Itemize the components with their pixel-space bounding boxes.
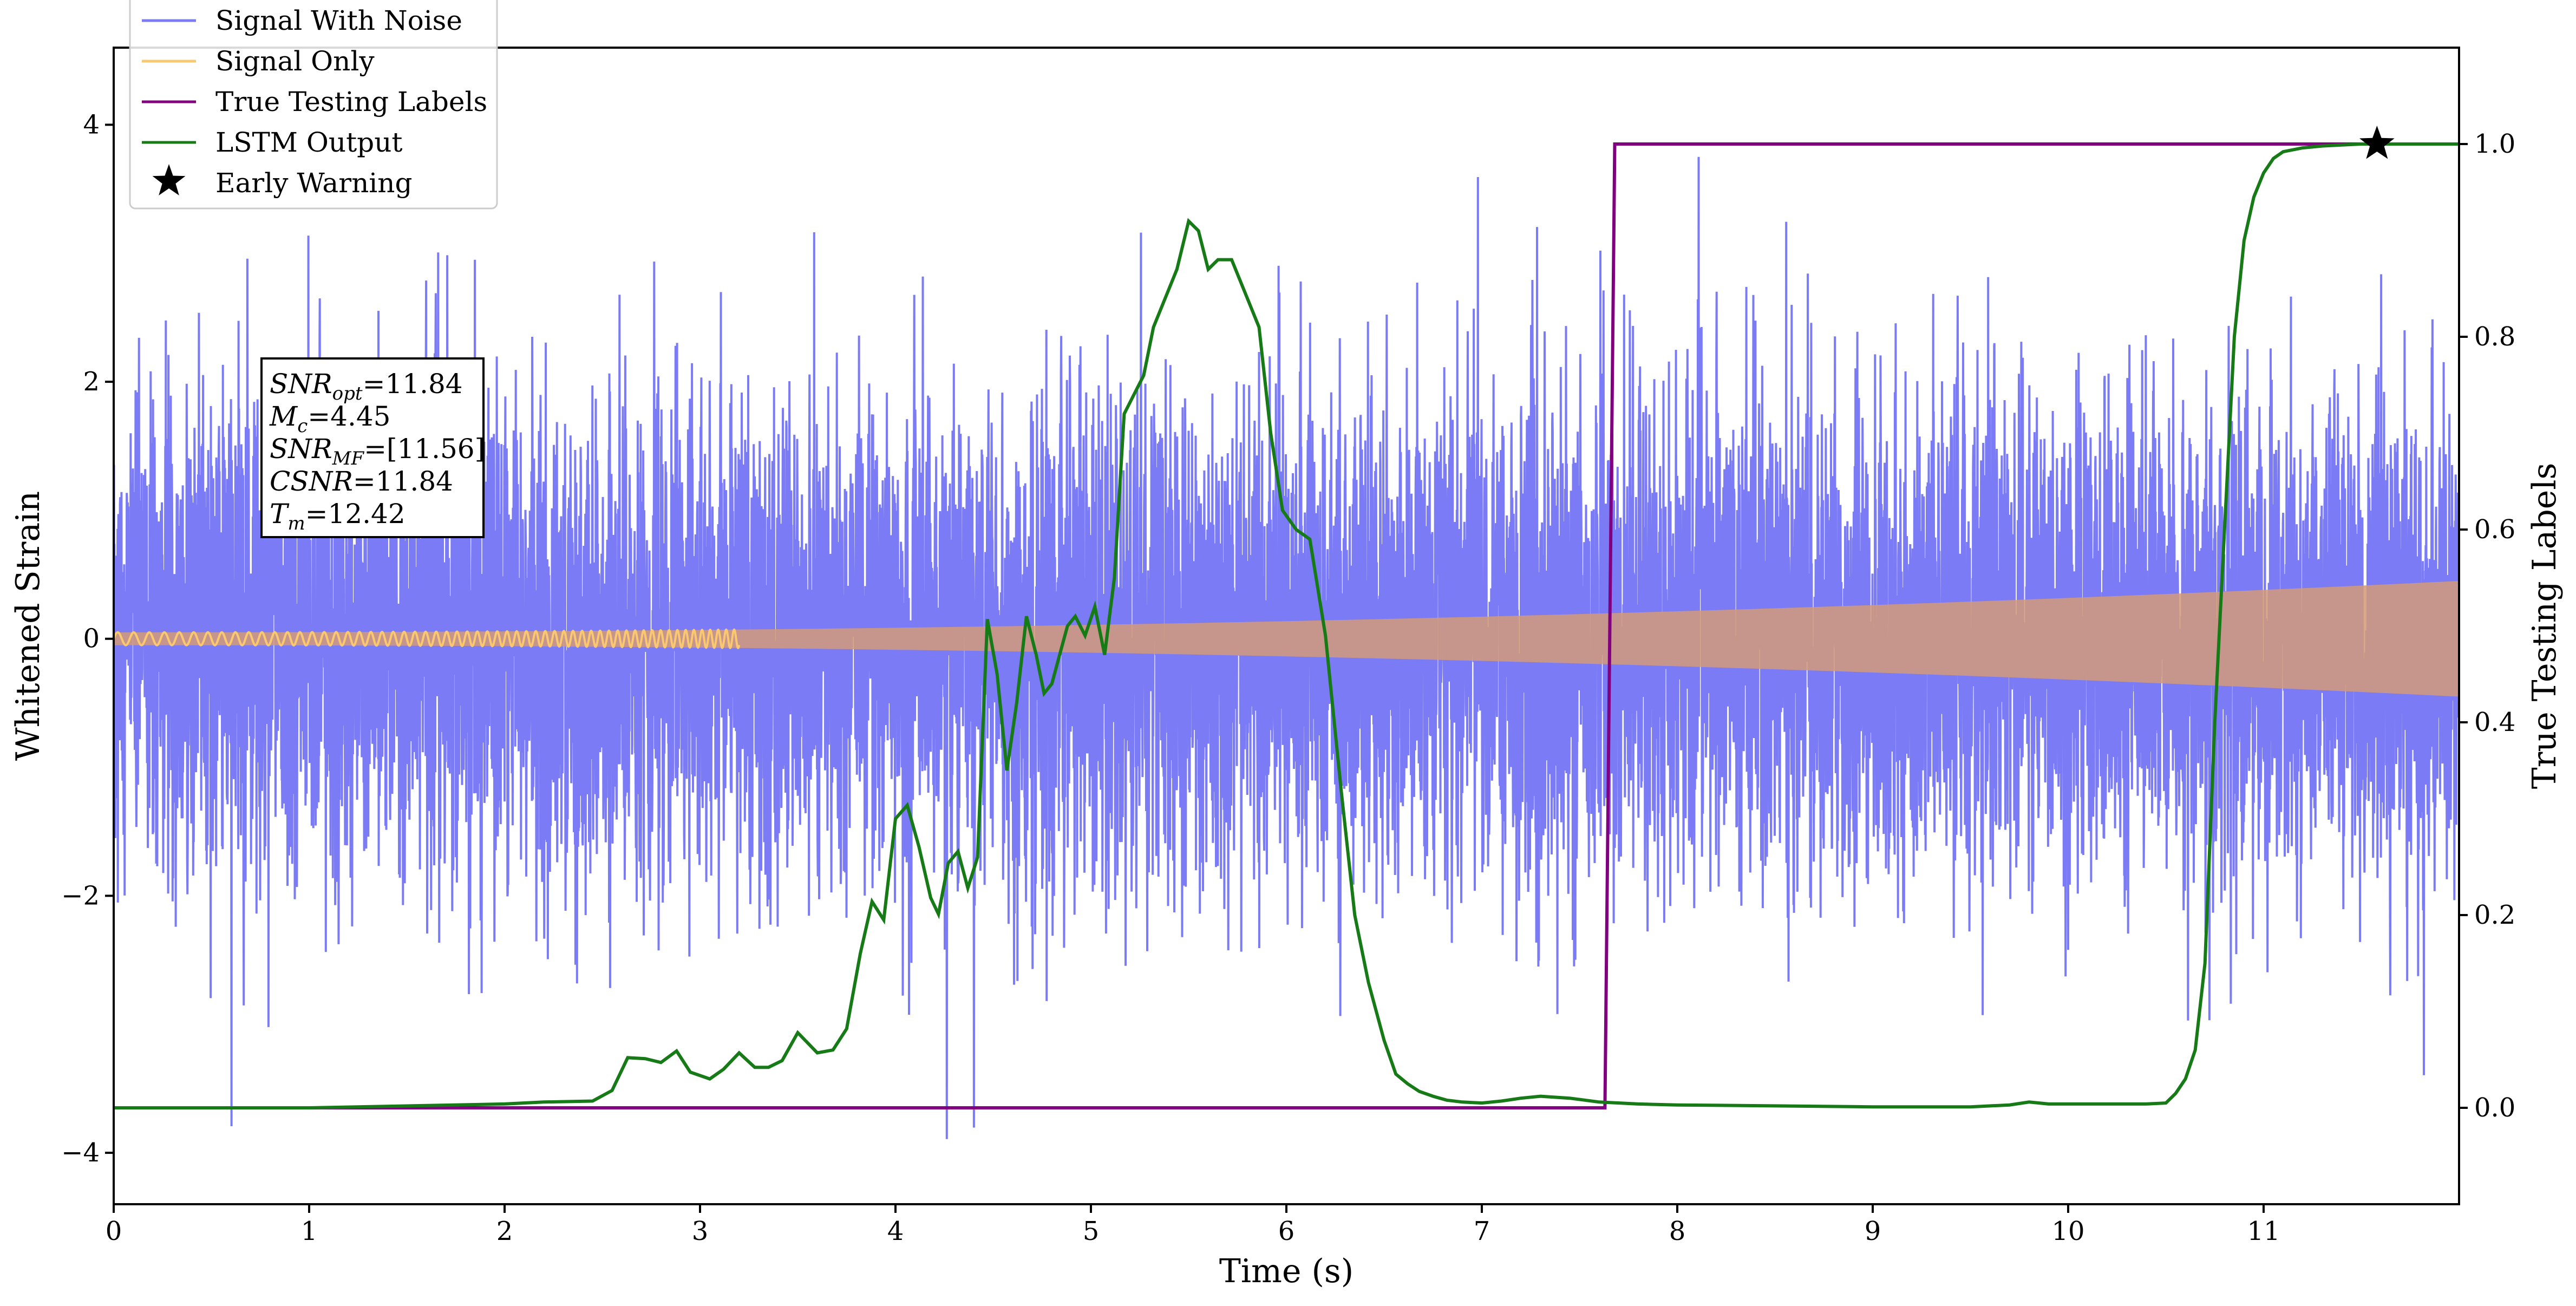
- legend-box: [129, 0, 498, 210]
- legend-label-true-testing-labels: True Testing Labels: [215, 86, 487, 117]
- y-right-axis-label: True Testing Labels: [2526, 463, 2564, 789]
- x-tick-label: 5: [1083, 1216, 1100, 1246]
- annotation-frame: [260, 357, 485, 538]
- y-right-tick-label: 0.2: [2474, 900, 2515, 930]
- y-left-axis-label: Whitened Strain: [9, 491, 47, 761]
- legend-label-signal-only: Signal Only: [215, 45, 375, 77]
- x-axis-ticks: 0 1 2 3 4 5 6 7 8 9 10 11: [106, 1204, 2280, 1246]
- x-axis-label: Time (s): [1219, 1252, 1354, 1290]
- legend-entry-signal-only: Signal Only: [142, 45, 375, 77]
- series-signal-only-envelope: [114, 580, 2459, 697]
- x-tick-label: 1: [301, 1216, 318, 1246]
- y-right-axis-ticks: 0.0 0.2 0.4 0.6 0.8 1.0: [2459, 129, 2515, 1123]
- x-tick-label: 7: [1474, 1216, 1490, 1246]
- plot-area: [114, 126, 2459, 1139]
- legend: Signal With Noise Signal Only True Testi…: [129, 0, 498, 210]
- x-tick-label: 4: [887, 1216, 904, 1246]
- x-tick-label: 3: [692, 1216, 709, 1246]
- y-left-tick-label: 2: [83, 367, 100, 397]
- x-tick-label: 2: [496, 1216, 513, 1246]
- annotation-line-snr-mf: SNRMF=[11.56]: [270, 433, 485, 469]
- y-left-tick-label: −4: [61, 1138, 100, 1168]
- y-left-tick-label: −2: [61, 880, 100, 911]
- series-signal-with-noise: [114, 156, 2459, 1139]
- x-tick-label: 0: [106, 1216, 122, 1246]
- legend-label-early-warning: Early Warning: [215, 167, 413, 199]
- y-right-tick-label: 0.4: [2474, 707, 2515, 737]
- legend-entry-true-testing-labels: True Testing Labels: [142, 86, 487, 117]
- annotation-line-snr-opt: SNRopt=11.84: [270, 368, 463, 404]
- snr-annotation-box: SNRopt=11.84 Mc=4.45 SNRMF=[11.56] CSNR=…: [260, 357, 485, 538]
- y-left-axis-ticks: −4 −2 0 2 4: [61, 109, 114, 1168]
- legend-entry-early-warning: Early Warning: [152, 164, 413, 199]
- legend-entry-lstm-output: LSTM Output: [142, 127, 402, 158]
- x-tick-label: 10: [2051, 1216, 2084, 1246]
- x-tick-label: 8: [1669, 1216, 1686, 1246]
- legend-entry-signal-with-noise: Signal With Noise: [142, 5, 462, 36]
- x-tick-label: 9: [1865, 1216, 1881, 1246]
- y-right-tick-label: 0.6: [2474, 514, 2515, 545]
- early-warning-star-marker: [2359, 126, 2395, 159]
- legend-label-lstm-output: LSTM Output: [215, 127, 402, 158]
- x-tick-label: 6: [1278, 1216, 1295, 1246]
- x-tick-label: 11: [2247, 1216, 2280, 1246]
- legend-swatch-early-warning-star: [152, 164, 186, 195]
- annotation-line-tm: Tm=12.42: [270, 498, 406, 534]
- y-left-tick-label: 4: [83, 109, 100, 140]
- y-right-tick-label: 0.8: [2474, 322, 2515, 352]
- legend-label-signal-with-noise: Signal With Noise: [215, 5, 462, 36]
- y-left-tick-label: 0: [83, 624, 100, 654]
- annotation-line-mc: Mc=4.45: [269, 401, 390, 437]
- y-right-tick-label: 0.0: [2474, 1093, 2515, 1123]
- series-true-testing-labels: [114, 142, 2459, 1109]
- series-lstm-output: [114, 142, 2459, 1109]
- series-signal-only: [114, 628, 741, 650]
- annotation-line-csnr: CSNR=11.84: [270, 466, 453, 497]
- y-right-tick-label: 1.0: [2474, 129, 2515, 159]
